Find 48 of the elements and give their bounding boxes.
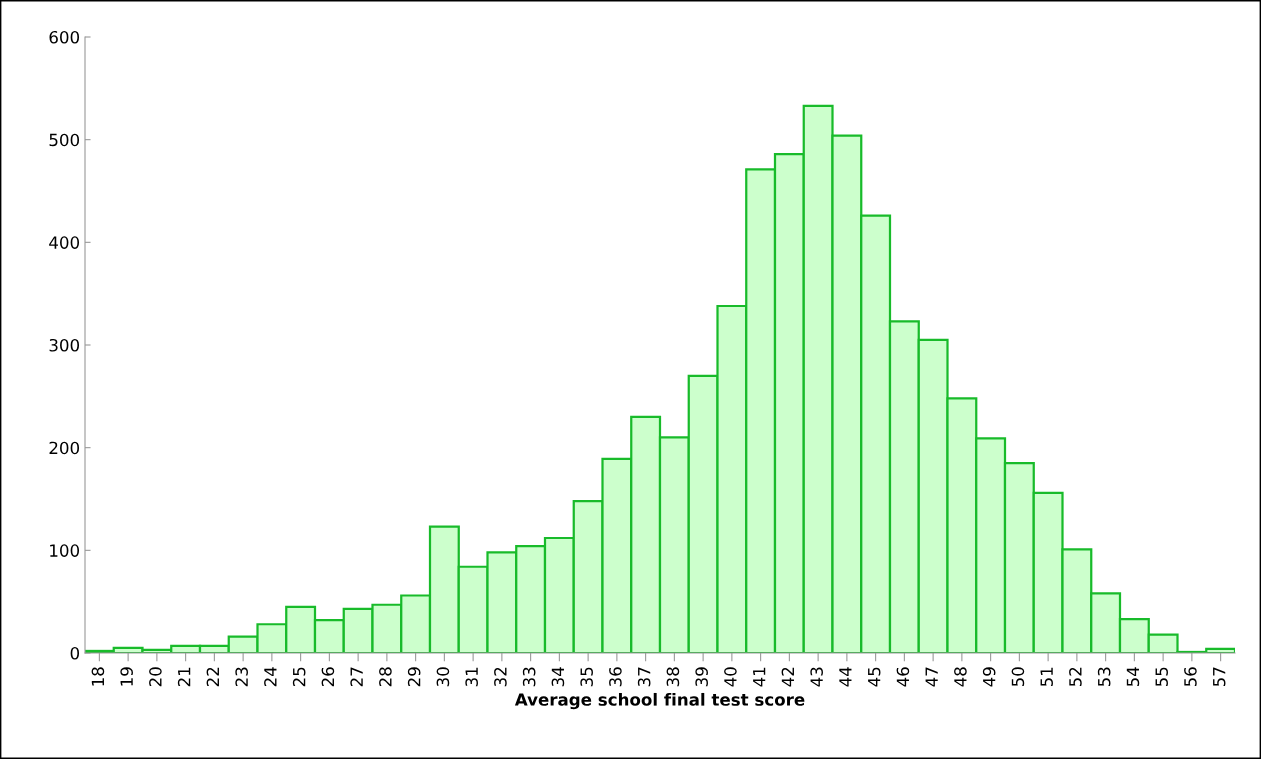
- y-tick-label: 300: [49, 338, 80, 352]
- x-tick-label: 18: [91, 667, 105, 686]
- x-tick-label: 28: [379, 667, 392, 687]
- x-tick-label: 30: [436, 667, 450, 687]
- x-tick-label: 49: [982, 667, 996, 687]
- x-tick-label: 47: [925, 667, 938, 687]
- y-tick-label: 100: [50, 544, 80, 557]
- x-tick-label: 52: [1069, 667, 1082, 687]
- x-tick-label: 36: [609, 667, 622, 687]
- x-tick-label: 55: [1155, 667, 1168, 687]
- x-tick-label: 46: [896, 667, 910, 687]
- x-tick-label: 51: [1040, 667, 1053, 687]
- x-tick-label: 19: [120, 667, 133, 686]
- x-tick-label: 23: [235, 667, 248, 687]
- x-axis-title: Average school final test score: [514, 692, 805, 710]
- x-tick-label: 21: [177, 667, 191, 687]
- x-tick-label: 24: [264, 667, 277, 687]
- x-tick-label: 56: [1184, 667, 1197, 687]
- y-tick-label: 200: [49, 441, 80, 455]
- x-tick-label: 57: [1213, 667, 1226, 687]
- x-tick-label: 41: [753, 667, 766, 687]
- x-tick-label: 54: [1126, 667, 1140, 687]
- x-tick-label: 38: [666, 667, 680, 687]
- y-tick-label: 500: [49, 133, 80, 147]
- x-tick-label: 26: [321, 667, 335, 687]
- x-tick-label: 43: [810, 667, 823, 687]
- x-tick-label: 42: [781, 667, 794, 687]
- x-tick-label: 34: [551, 667, 565, 687]
- x-tick-label: 20: [149, 667, 162, 687]
- x-tick-label: 39: [695, 667, 708, 687]
- x-tick-label: 44: [839, 667, 852, 687]
- x-tick-label: 35: [580, 667, 593, 687]
- x-tick-label: 25: [292, 667, 306, 687]
- x-tick-label: 29: [407, 667, 421, 687]
- x-tick-label: 53: [1097, 667, 1111, 687]
- x-tick-label: 48: [954, 667, 967, 687]
- y-tick-label: 0: [70, 646, 80, 660]
- x-tick-label: 27: [350, 667, 363, 687]
- x-tick-label: 32: [494, 667, 507, 687]
- y-tick-label: 400: [49, 236, 80, 249]
- x-tick-label: 37: [637, 667, 651, 687]
- x-tick-label: 50: [1011, 667, 1025, 687]
- x-tick-label: 31: [465, 667, 478, 687]
- y-tick-label: 600: [49, 30, 80, 44]
- x-tick-label: 33: [522, 667, 536, 687]
- x-tick-label: 40: [724, 667, 737, 687]
- x-tick-label: 22: [206, 667, 219, 687]
- x-tick-label: 45: [868, 667, 881, 687]
